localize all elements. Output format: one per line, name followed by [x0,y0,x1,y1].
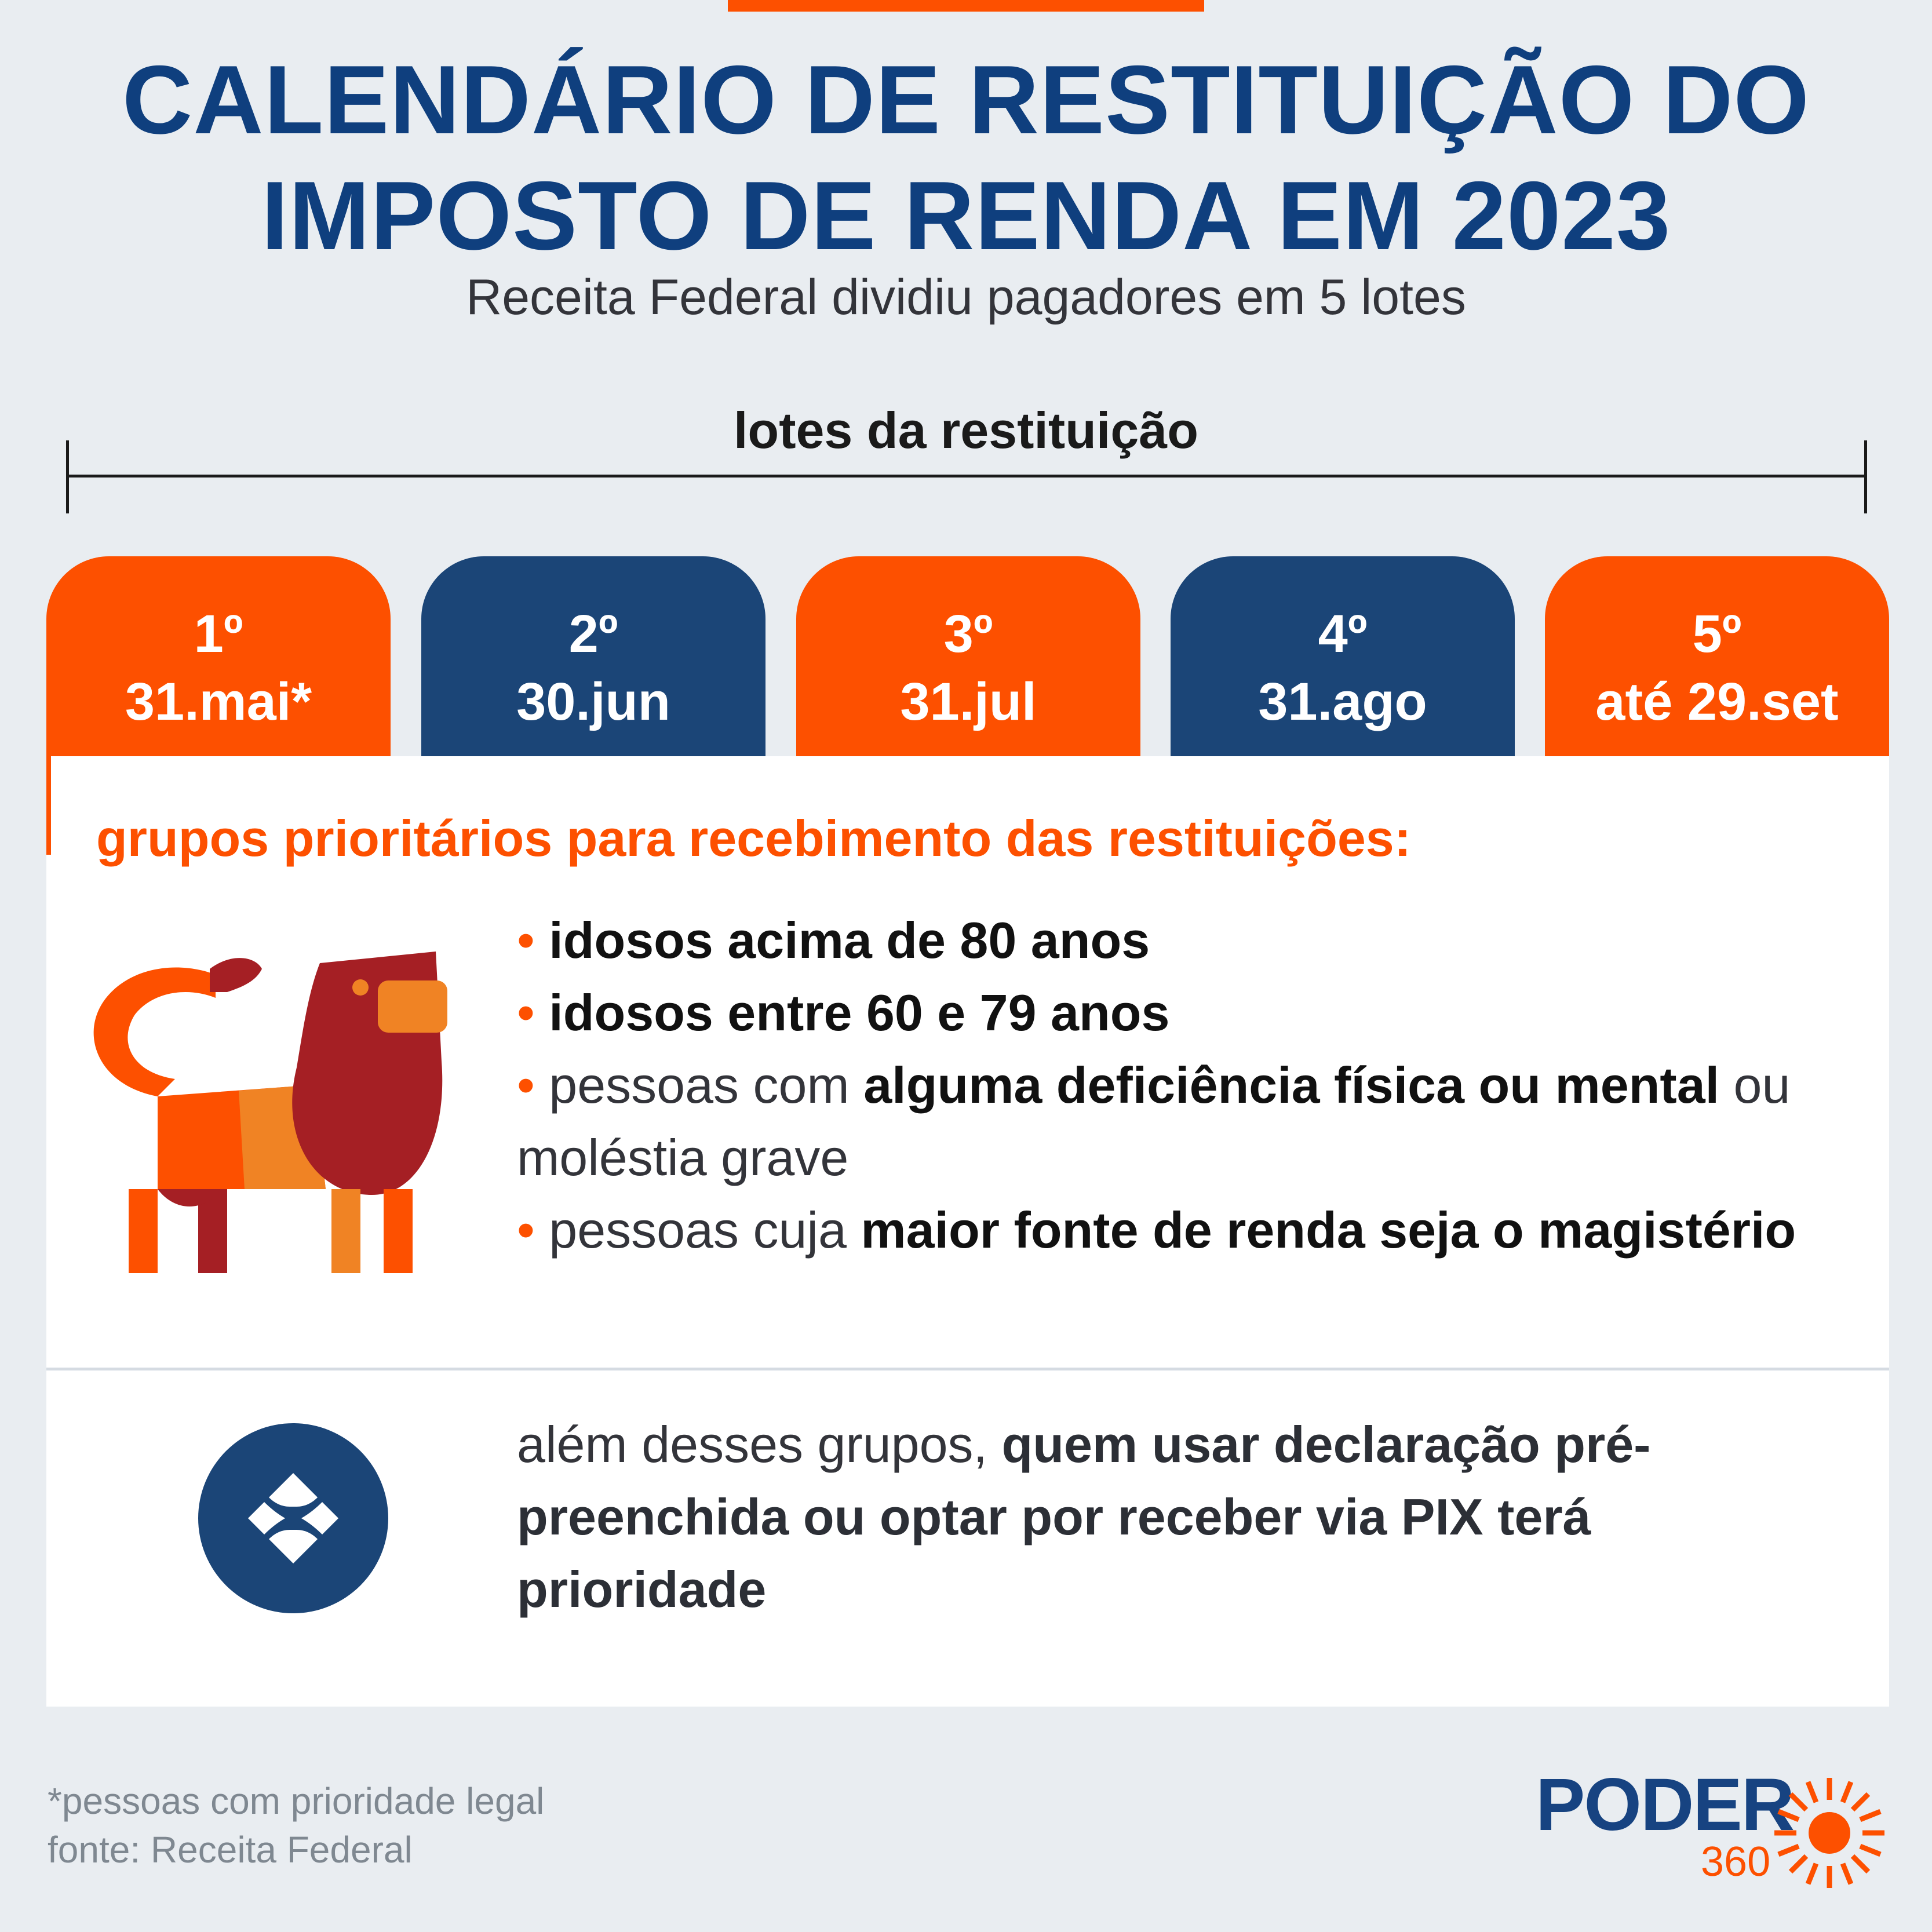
priority-groups-list: • idosos acima de 80 anos • idosos entre… [517,904,1856,1266]
timeline-label: lotes da restituição [733,402,1198,459]
source-note: fonte: Receita Federal [48,1829,413,1871]
lot-date: 31.mai* [125,672,312,731]
page-title-line-2: IMPOSTO DE RENDA EM 2023 [261,161,1671,270]
timeline-tick-right [1864,440,1867,513]
lot-date: 31.ago [1258,672,1427,731]
timeline-line [66,475,1866,477]
list-item: • pessoas cuja maior fonte de renda seja… [517,1201,1796,1259]
groups-heading: grupos prioritários para recebimento das… [96,810,1412,867]
page-subtitle: Receita Federal dividiu pagadores em 5 l… [466,269,1466,325]
sun-icon [1774,1778,1884,1888]
pix-priority-text: além desses grupos, quem usar declaração… [517,1416,1651,1618]
legal-priority-note: *pessoas com prioridade legal [48,1780,545,1822]
lot-card-1: 1º 31.mai* [46,556,391,756]
lot-ordinal: 3º [943,604,993,664]
logo-wordmark: PODER [1536,1763,1795,1846]
pix-icon [198,1423,388,1613]
logo-number: 360 [1701,1839,1771,1885]
lot-card-5: 5º até 29.set [1545,556,1889,756]
list-item: • idosos entre 60 e 79 anos [517,984,1170,1041]
lot-date: até 29.set [1595,672,1839,731]
lot-card-2: 2º 30.jun [421,556,765,756]
lot-date: 31.jul [900,672,1037,731]
lot-ordinal: 2º [568,604,618,664]
lot-card-3: 3º 31.jul [796,556,1140,756]
top-accent-bar [728,0,1204,12]
section-divider [46,1368,1889,1370]
lot-ordinal: 4º [1318,604,1368,664]
page-title-line-1: CALENDÁRIO DE RESTITUIÇÃO DO [122,45,1810,154]
panel-accent [46,756,51,855]
lion-icon [93,952,447,1273]
lot-ordinal: 5º [1692,604,1742,664]
lot-ordinal: 1º [194,604,243,664]
lot-card-4: 4º 31.ago [1171,556,1515,756]
footnote: *pessoas com prioridade legal fonte: Rec… [48,1777,544,1874]
list-item: • pessoas com alguma deficiência física … [517,1056,1791,1186]
lot-date: 30.jun [516,672,670,731]
list-item: • idosos acima de 80 anos [517,912,1150,969]
